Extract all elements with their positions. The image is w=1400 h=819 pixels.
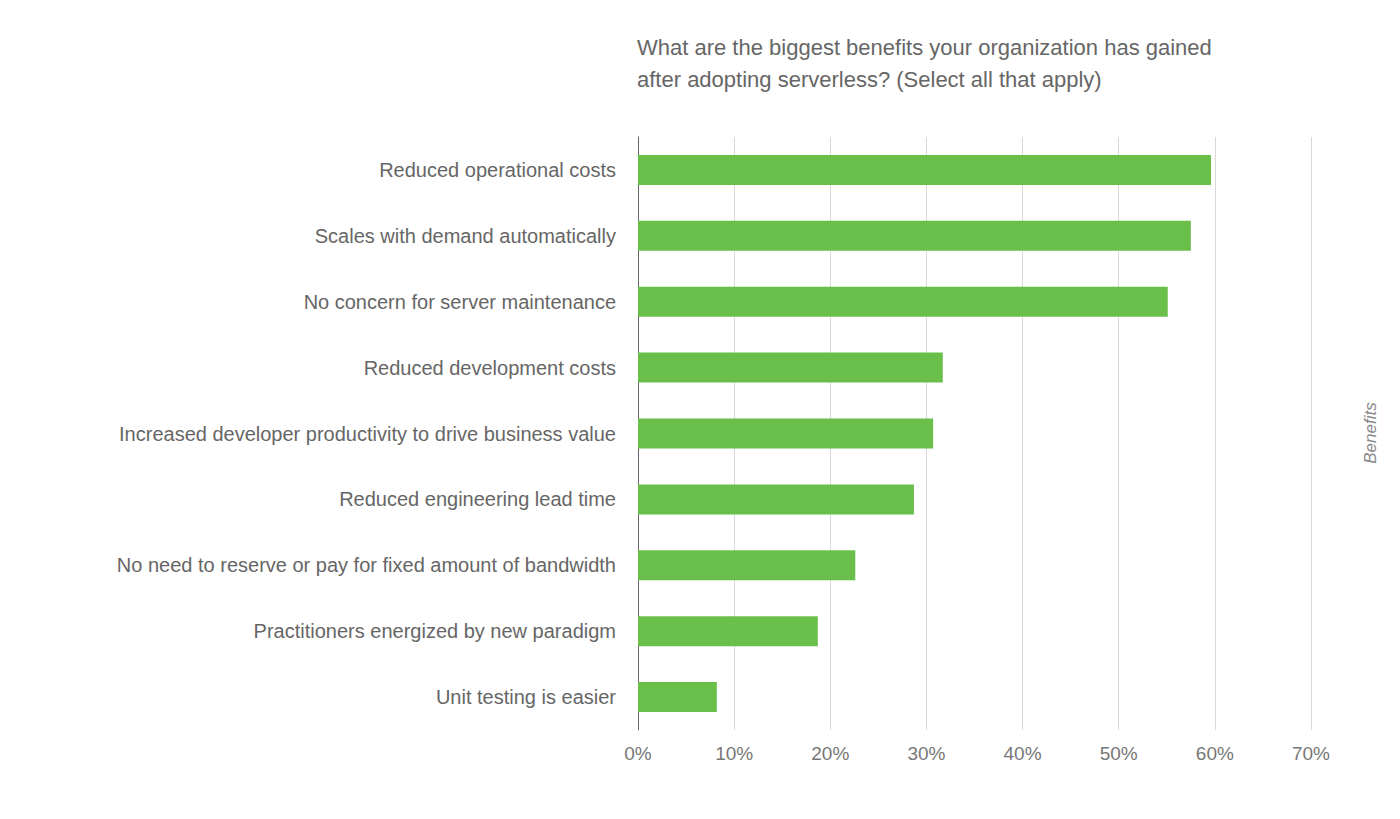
svg-text:20%: 20%	[811, 743, 849, 764]
svg-text:No concern for server maintena: No concern for server maintenance	[304, 291, 616, 313]
svg-text:0%: 0%	[624, 743, 652, 764]
svg-text:30%: 30%	[907, 743, 945, 764]
svg-text:Increased developer productivi: Increased developer productivity to driv…	[119, 423, 616, 445]
svg-text:Practitioners energized by new: Practitioners energized by new paradigm	[254, 620, 616, 642]
svg-text:40%: 40%	[1004, 743, 1042, 764]
svg-text:60%: 60%	[1196, 743, 1234, 764]
svg-text:Reduced operational costs: Reduced operational costs	[379, 159, 616, 181]
svg-text:Reduced engineering lead time: Reduced engineering lead time	[339, 488, 616, 510]
svg-text:10%: 10%	[715, 743, 753, 764]
svg-text:after adopting serverless? (Se: after adopting serverless? (Select all t…	[637, 67, 1102, 92]
svg-text:Unit testing is easier: Unit testing is easier	[436, 686, 616, 708]
svg-text:Reduced development costs: Reduced development costs	[364, 357, 616, 379]
svg-text:Benefits: Benefits	[1361, 402, 1380, 464]
svg-text:70%: 70%	[1292, 743, 1330, 764]
svg-text:Scales with demand automatical: Scales with demand automatically	[315, 225, 616, 247]
svg-text:No need to reserve or pay for: No need to reserve or pay for fixed amou…	[117, 554, 616, 576]
svg-text:What are the biggest benefits: What are the biggest benefits your organ…	[637, 35, 1218, 60]
svg-text:50%: 50%	[1100, 743, 1138, 764]
